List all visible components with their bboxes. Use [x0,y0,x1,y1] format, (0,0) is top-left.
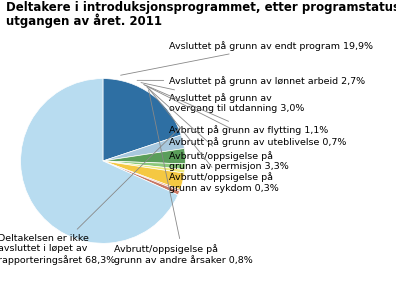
Wedge shape [103,135,185,161]
Text: Avbrutt/oppsigelse på
grunn av sykdom 0,3%: Avbrutt/oppsigelse på grunn av sykdom 0,… [149,89,279,193]
Text: Avsluttet på grunn av endt program 19,9%: Avsluttet på grunn av endt program 19,9% [121,41,373,75]
Wedge shape [103,161,185,170]
Text: Avbrutt på grunn av flytting 1,1%: Avbrutt på grunn av flytting 1,1% [144,84,329,135]
Text: Avbrutt/oppsigelse på
grunn av permisjon 3,3%: Avbrutt/oppsigelse på grunn av permisjon… [147,87,289,171]
Wedge shape [103,79,181,161]
Text: Avsluttet på grunn av lønnet arbeid 2,7%: Avsluttet på grunn av lønnet arbeid 2,7% [137,76,366,86]
Text: Avbrutt på grunn av uteblivelse 0,7%: Avbrutt på grunn av uteblivelse 0,7% [145,85,346,147]
Wedge shape [103,161,185,173]
Wedge shape [103,161,180,195]
Text: Avsluttet på grunn av
overgang til utdanning 3,0%: Avsluttet på grunn av overgang til utdan… [141,83,305,113]
Text: Avbrutt/oppsigelse på
grunn av andre årsaker 0,8%: Avbrutt/oppsigelse på grunn av andre års… [114,90,252,265]
Wedge shape [103,161,180,191]
Text: Deltakelsen er ikke
avsluttet i løpet av
rapporteringsåret 68,3%: Deltakelsen er ikke avsluttet i løpet av… [0,128,180,265]
Wedge shape [103,148,185,164]
Wedge shape [21,79,178,243]
Text: utgangen av året. 2011: utgangen av året. 2011 [6,13,162,28]
Text: Deltakere i introduksjonsprogrammet, etter programstatus ved: Deltakere i introduksjonsprogrammet, ett… [6,1,396,14]
Wedge shape [103,161,185,190]
